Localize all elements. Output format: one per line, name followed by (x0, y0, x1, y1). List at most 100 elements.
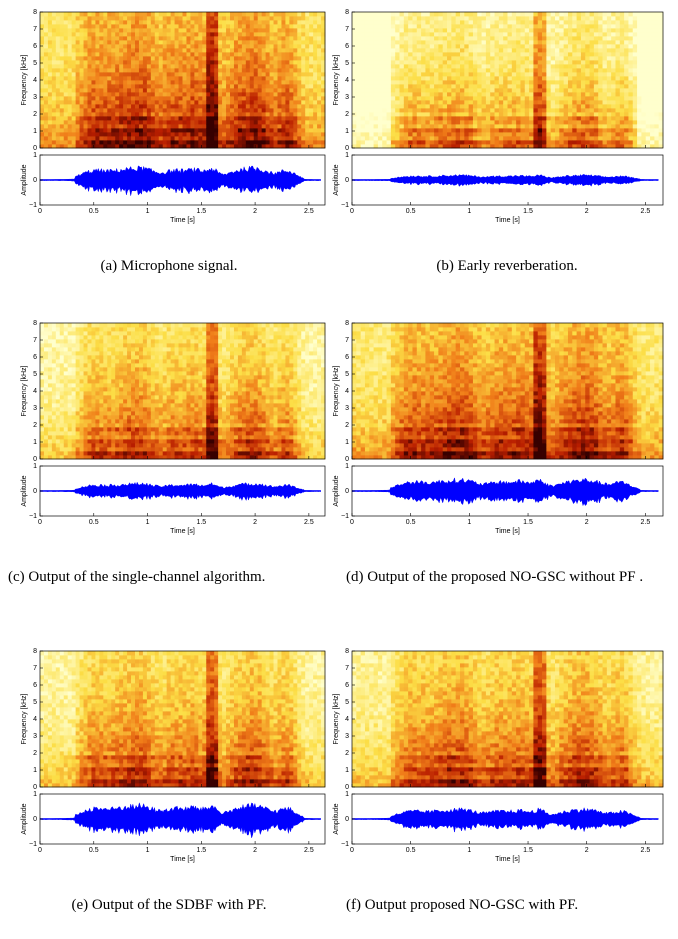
spectrogram-cell (628, 88, 633, 92)
spectrogram-cell (361, 68, 366, 72)
spectrogram-cell (408, 80, 413, 84)
spectrogram-cell (382, 72, 387, 76)
spectrogram-cell (242, 64, 246, 68)
spectrogram-cell (594, 120, 599, 124)
spectrogram-cell (56, 104, 60, 108)
spectrogram-cell (585, 128, 590, 132)
spectrogram-cell (382, 80, 387, 84)
spectrogram-cell (473, 28, 478, 32)
spectrogram-cell (91, 76, 95, 80)
spectrogram-cell (572, 56, 577, 60)
spectrogram-cell (559, 112, 564, 116)
spectrogram-cell (585, 32, 590, 36)
spectrogram-cell (242, 84, 246, 88)
spectrogram-cell (103, 92, 107, 96)
spectrogram-cell (186, 116, 190, 120)
spectrogram-cell (155, 108, 159, 112)
spectrogram-cell (186, 28, 190, 32)
spectrogram-cell (171, 120, 175, 124)
spectrogram-cell (417, 84, 422, 88)
spectrogram-cell (460, 56, 465, 60)
spectrogram-cell (278, 60, 282, 64)
spectrogram-cell (391, 108, 396, 112)
spectrogram-cell (378, 28, 383, 32)
spectrogram-cell (525, 72, 530, 76)
spectrogram-cell (194, 140, 198, 144)
spectrogram-cell (590, 124, 595, 128)
spectrogram-cell (167, 64, 171, 68)
spectrogram-cell (520, 124, 525, 128)
spectrogram-cell (369, 28, 374, 32)
spectrogram-cell (352, 104, 357, 108)
spectrogram-cell (559, 88, 564, 92)
spectrogram-cell (179, 48, 183, 52)
spectrogram-cell (633, 96, 638, 100)
spectrogram-cell (495, 132, 500, 136)
spectrogram-cell (525, 56, 530, 60)
spectrogram-cell (48, 60, 52, 64)
spectrogram-cell (293, 116, 297, 120)
spectrogram-cell (438, 132, 443, 136)
spectrogram-cell (281, 80, 285, 84)
spectrogram-cell (637, 52, 642, 56)
spectrogram-cell (408, 28, 413, 32)
spectrogram-cell (598, 80, 603, 84)
spectrogram-cell (40, 48, 44, 52)
spectrogram-cell (317, 132, 321, 136)
spectrogram-cell (131, 36, 135, 40)
spectrogram-cell (443, 88, 448, 92)
spectrogram-cell (179, 128, 183, 132)
spectrogram-cell (317, 88, 321, 92)
spectrogram-cell (533, 136, 538, 140)
spectrogram-cell (421, 76, 426, 80)
spectrogram-cell (633, 76, 638, 80)
spectrogram-cell (91, 64, 95, 68)
spectrogram-cell (620, 84, 625, 88)
spectrogram-cell (365, 44, 370, 48)
spectrogram-cell (581, 88, 586, 92)
spectrogram-cell (111, 124, 115, 128)
spectrogram-cell (425, 88, 430, 92)
spectrogram-cell (84, 124, 88, 128)
spectrogram-cell (361, 24, 366, 28)
spectrogram-cell (305, 96, 309, 100)
spectrogram-cell (111, 140, 115, 144)
spectrogram-cell (555, 140, 560, 144)
spectrogram-cell (391, 104, 396, 108)
spectrogram-cell (115, 108, 119, 112)
spectrogram-cell (183, 140, 187, 144)
spectrogram-cell (434, 64, 439, 68)
spectrogram-cell (289, 24, 293, 28)
spectrogram-cell (198, 56, 202, 60)
spectrogram-cell (356, 44, 361, 48)
spectrogram-cell (499, 44, 504, 48)
spectrogram-cell (80, 108, 84, 112)
spectrogram-cell (72, 84, 76, 88)
spectrogram-cell (48, 20, 52, 24)
spectrogram-cell (603, 124, 608, 128)
spectrogram-cell (508, 120, 513, 124)
spectrogram-cell (598, 64, 603, 68)
spectrogram-cell (111, 60, 115, 64)
spectrogram-cell (525, 48, 530, 52)
spectrogram-cell (512, 28, 517, 32)
spectrogram-cell (568, 44, 573, 48)
spectrogram-cell (395, 36, 400, 40)
spectrogram-cell (91, 120, 95, 124)
spectrogram-cell (115, 60, 119, 64)
spectrogram-cell (72, 76, 76, 80)
spectrogram-cell (408, 100, 413, 104)
spectrogram-cell (624, 116, 629, 120)
spectrogram-cell (361, 64, 366, 68)
spectrogram-cell (250, 132, 254, 136)
spectrogram-cell (52, 76, 56, 80)
spectrogram-cell (52, 80, 56, 84)
spectrogram-cell (60, 108, 64, 112)
y-tick-label: 6 (33, 43, 37, 50)
spectrogram-cell (52, 84, 56, 88)
spectrogram-cell (68, 104, 72, 108)
spectrogram-cell (378, 20, 383, 24)
spectrogram-cell (198, 120, 202, 124)
spectrogram-cell (542, 108, 547, 112)
spectrogram-cell (171, 104, 175, 108)
